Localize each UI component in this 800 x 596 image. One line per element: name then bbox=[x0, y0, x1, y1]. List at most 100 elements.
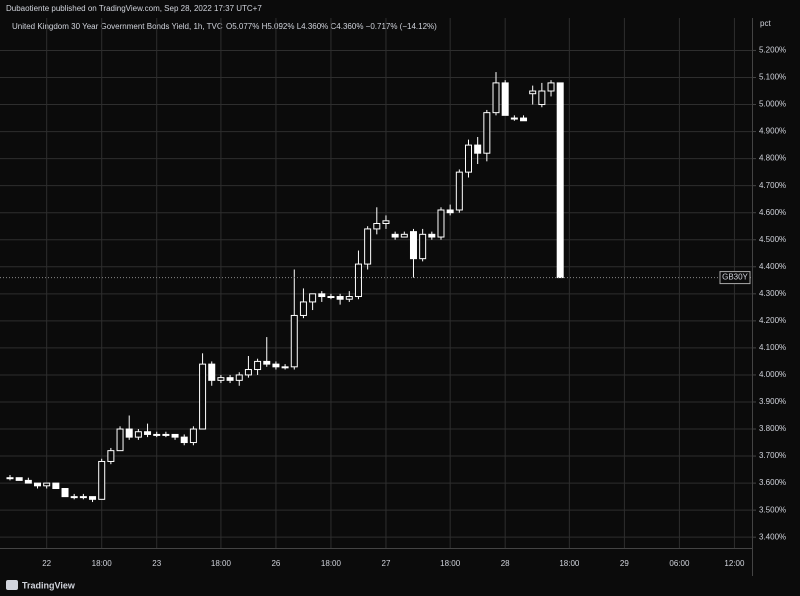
y-tick-label: 3.700% bbox=[759, 451, 786, 460]
candle-body bbox=[24, 479, 32, 484]
candle-body bbox=[98, 460, 106, 500]
x-tick-label: 06:00 bbox=[669, 559, 690, 568]
candle-body bbox=[547, 82, 555, 92]
price-tag-box bbox=[719, 271, 751, 285]
candle-body bbox=[144, 431, 152, 435]
x-tick-label: 22 bbox=[42, 559, 51, 568]
candle-body bbox=[125, 428, 133, 438]
y-tick-label: 5.100% bbox=[759, 73, 786, 82]
candle-body bbox=[43, 482, 51, 487]
candle-body bbox=[171, 433, 179, 438]
candle-body bbox=[364, 228, 372, 265]
y-tick-label: 4.500% bbox=[759, 235, 786, 244]
candle-body bbox=[520, 117, 528, 122]
x-tick-label: 18:00 bbox=[321, 559, 342, 568]
y-axis-unit: pct bbox=[760, 19, 771, 28]
x-tick-label: 18:00 bbox=[440, 559, 461, 568]
ohlc-legend: O5.077% H5.092% L4.360% C4.360% −0.717% … bbox=[226, 22, 437, 31]
candle-body bbox=[70, 496, 78, 499]
candle-body bbox=[483, 112, 491, 154]
y-tick-label: 3.500% bbox=[759, 505, 786, 514]
candle-body bbox=[116, 428, 124, 452]
candle-body bbox=[134, 431, 142, 438]
candle-body bbox=[309, 293, 317, 303]
candle-body bbox=[465, 144, 472, 173]
candle-body bbox=[437, 209, 445, 238]
candle-body bbox=[52, 482, 60, 490]
candle-body bbox=[34, 482, 42, 487]
candle-body bbox=[244, 369, 252, 376]
candle-body bbox=[226, 377, 234, 381]
x-tick-label: 29 bbox=[620, 559, 629, 568]
candle-body bbox=[474, 144, 482, 154]
x-tick-label: 18:00 bbox=[559, 559, 580, 568]
candle-body bbox=[15, 477, 23, 481]
candle-body bbox=[510, 117, 518, 120]
candle-body bbox=[199, 363, 207, 430]
y-tick-label: 3.400% bbox=[759, 532, 786, 541]
candle-body bbox=[162, 433, 170, 436]
brand: TradingView bbox=[22, 580, 76, 590]
x-tick-label: 23 bbox=[152, 559, 161, 568]
candle-body bbox=[354, 263, 362, 298]
candle-body bbox=[492, 82, 500, 114]
candle-body bbox=[290, 314, 298, 368]
attribution: Dubaotiente published on TradingView.com… bbox=[6, 4, 262, 13]
candle-body bbox=[299, 301, 307, 316]
x-tick-label: 26 bbox=[271, 559, 280, 568]
candle-body bbox=[272, 363, 280, 368]
candle-body bbox=[189, 428, 197, 444]
x-tick-label: 18:00 bbox=[92, 559, 113, 568]
candle-body bbox=[501, 82, 509, 116]
candle-body bbox=[345, 296, 353, 300]
y-tick-label: 4.300% bbox=[759, 289, 786, 298]
candle-body bbox=[556, 82, 564, 279]
y-tick-label: 4.900% bbox=[759, 127, 786, 136]
candle-body bbox=[529, 90, 537, 95]
y-tick-label: 4.700% bbox=[759, 181, 786, 190]
candle-body bbox=[318, 293, 326, 298]
candle-body bbox=[263, 360, 271, 365]
candle-body bbox=[281, 366, 289, 369]
y-tick-label: 5.200% bbox=[759, 46, 786, 55]
y-tick-label: 4.100% bbox=[759, 343, 786, 352]
candle-body bbox=[180, 436, 188, 444]
y-tick-label: 3.800% bbox=[759, 424, 786, 433]
x-tick-label: 18:00 bbox=[211, 559, 232, 568]
y-tick-label: 3.900% bbox=[759, 397, 786, 406]
y-tick-label: 4.200% bbox=[759, 316, 786, 325]
candle-body bbox=[6, 477, 14, 480]
x-tick-label: 27 bbox=[382, 559, 391, 568]
logo-icon bbox=[6, 580, 18, 590]
candle-body bbox=[428, 233, 436, 238]
candle-body bbox=[400, 233, 408, 238]
candle-body bbox=[107, 450, 115, 462]
brand-logo: TradingView bbox=[6, 580, 76, 590]
candle-body bbox=[373, 223, 381, 230]
y-tick-label: 3.600% bbox=[759, 478, 786, 487]
candle-body bbox=[217, 377, 225, 381]
candle-body bbox=[455, 171, 463, 211]
candle-body bbox=[327, 296, 335, 299]
price-tag: GB30Y bbox=[722, 273, 748, 282]
candle-body bbox=[446, 209, 454, 214]
y-tick-label: 4.600% bbox=[759, 208, 786, 217]
candle-body bbox=[382, 220, 390, 225]
candle-body bbox=[208, 363, 216, 381]
candle-body bbox=[538, 90, 546, 106]
y-tick-label: 4.400% bbox=[759, 262, 786, 271]
candle-body bbox=[79, 496, 87, 499]
candle-body bbox=[409, 231, 417, 260]
candle-body bbox=[254, 360, 262, 371]
y-tick-label: 4.000% bbox=[759, 370, 786, 379]
y-tick-label: 4.800% bbox=[759, 154, 786, 163]
chart-title: United Kingdom 30 Year Government Bonds … bbox=[12, 22, 223, 31]
candle-body bbox=[336, 296, 344, 300]
candle-body bbox=[153, 433, 161, 436]
candle-body bbox=[89, 496, 97, 500]
candle-body bbox=[419, 233, 427, 260]
x-tick-label: 28 bbox=[501, 559, 510, 568]
